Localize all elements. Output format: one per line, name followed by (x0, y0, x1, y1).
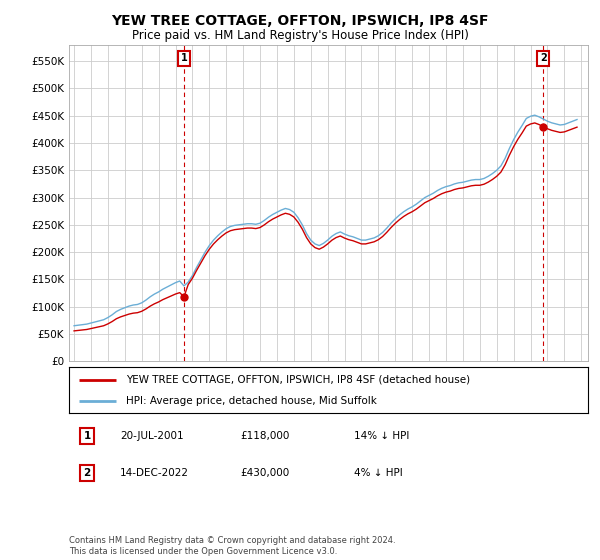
Text: YEW TREE COTTAGE, OFFTON, IPSWICH, IP8 4SF: YEW TREE COTTAGE, OFFTON, IPSWICH, IP8 4… (111, 14, 489, 28)
Text: 14% ↓ HPI: 14% ↓ HPI (354, 431, 409, 441)
Text: 1: 1 (83, 431, 91, 441)
Text: 1: 1 (181, 53, 187, 63)
Text: 4% ↓ HPI: 4% ↓ HPI (354, 468, 403, 478)
Text: Price paid vs. HM Land Registry's House Price Index (HPI): Price paid vs. HM Land Registry's House … (131, 29, 469, 42)
Text: 20-JUL-2001: 20-JUL-2001 (120, 431, 184, 441)
Text: YEW TREE COTTAGE, OFFTON, IPSWICH, IP8 4SF (detached house): YEW TREE COTTAGE, OFFTON, IPSWICH, IP8 4… (126, 375, 470, 385)
Text: 2: 2 (540, 53, 547, 63)
Text: £118,000: £118,000 (240, 431, 289, 441)
Text: 2: 2 (83, 468, 91, 478)
Text: 14-DEC-2022: 14-DEC-2022 (120, 468, 189, 478)
Text: £430,000: £430,000 (240, 468, 289, 478)
Text: HPI: Average price, detached house, Mid Suffolk: HPI: Average price, detached house, Mid … (126, 396, 377, 406)
Text: Contains HM Land Registry data © Crown copyright and database right 2024.
This d: Contains HM Land Registry data © Crown c… (69, 536, 395, 556)
